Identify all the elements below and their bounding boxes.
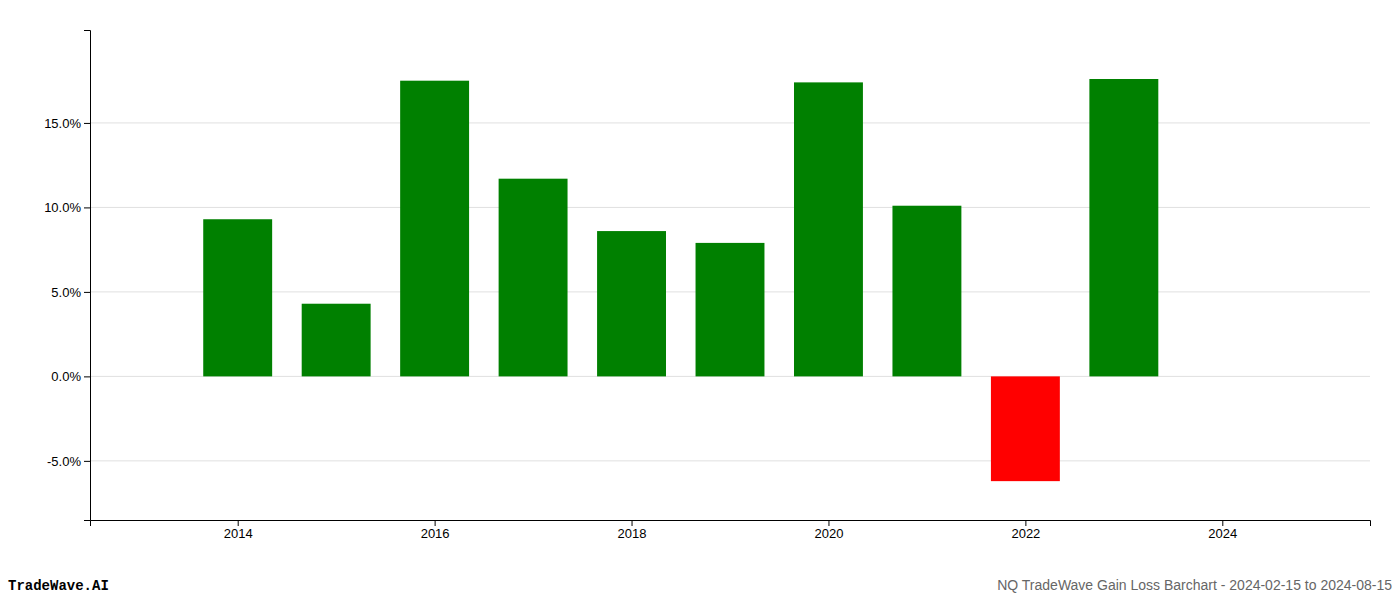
bar [696, 243, 765, 376]
bar [597, 231, 666, 376]
bars [203, 79, 1158, 481]
y-tick-mark [84, 376, 90, 377]
bar [499, 179, 568, 377]
y-tick: 10.0% [44, 200, 90, 215]
chart-svg: -5.0%0.0%5.0%10.0%15.0%20142016201820202… [0, 0, 1400, 600]
title: NQ TradeWave Gain Loss Barchart - 2024-0… [997, 577, 1392, 593]
x-tick-mark [435, 520, 436, 526]
x-axis: 2014 2016 2018 2020 2022 2024 [91, 520, 1371, 541]
y-tick-mark [84, 123, 90, 124]
x-tick-label: 2014 [224, 526, 253, 541]
y-tick-label: 15.0% [44, 116, 81, 131]
y-axis-line [84, 31, 91, 521]
y-tick: 15.0% [44, 116, 90, 131]
x-tick: 2018 [618, 520, 647, 541]
chart-container: -5.0%0.0%5.0%10.0%15.0%20142016201820202… [0, 0, 1400, 600]
x-tick-label: 2020 [815, 526, 844, 541]
x-tick-mark [1222, 520, 1223, 526]
y-tick: -5.0% [47, 454, 90, 469]
y-tick-mark [84, 207, 90, 208]
grid-line [90, 122, 1370, 123]
y-axis: -5.0% 0.0% 5.0% 10.0% 15.0% [44, 31, 90, 521]
grid-line [90, 207, 1370, 208]
x-tick-mark [1025, 520, 1026, 526]
bar [794, 82, 863, 376]
y-tick-label: 10.0% [44, 200, 81, 215]
y-tick-mark [84, 292, 90, 293]
x-tick-mark [632, 520, 633, 526]
bar [400, 81, 469, 377]
y-tick-mark [84, 461, 90, 462]
bar [991, 376, 1060, 481]
x-axis-line [91, 521, 1371, 527]
x-tick: 2014 [224, 520, 253, 541]
bar [302, 304, 371, 377]
x-tick-label: 2016 [421, 526, 450, 541]
y-tick: 0.0% [51, 369, 90, 384]
y-tick-label: -5.0% [47, 454, 81, 469]
x-tick: 2024 [1208, 520, 1237, 541]
x-tick: 2020 [815, 520, 844, 541]
bar [203, 219, 272, 376]
x-tick-label: 2024 [1208, 526, 1237, 541]
x-tick-label: 2018 [618, 526, 647, 541]
x-tick-mark [238, 520, 239, 526]
x-tick: 2016 [421, 520, 450, 541]
x-tick: 2022 [1011, 520, 1040, 541]
x-tick-mark [828, 520, 829, 526]
y-tick-label: 0.0% [51, 369, 81, 384]
grid-line [90, 460, 1370, 461]
bar [892, 206, 961, 377]
bar [1089, 79, 1158, 376]
y-tick-label: 5.0% [51, 285, 81, 300]
footer-left: TradeWave.AI [8, 578, 109, 594]
grid [90, 123, 1370, 461]
x-tick-label: 2022 [1011, 526, 1040, 541]
y-tick: 5.0% [51, 285, 90, 300]
